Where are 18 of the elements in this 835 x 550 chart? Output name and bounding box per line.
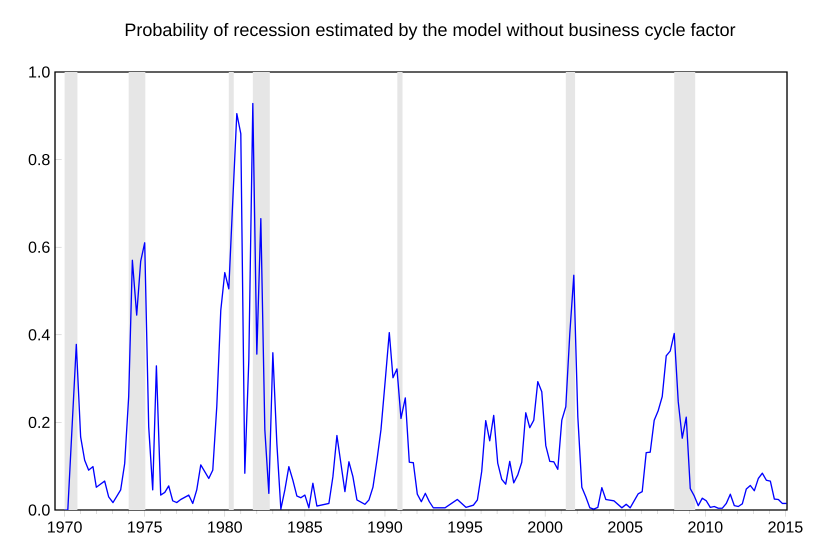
x-tick-label: 1970 [48,521,82,533]
x-tick-label: 2015 [768,521,803,533]
y-tick-label: 0.8 [28,154,50,166]
y-tick-label: 0.2 [28,416,50,428]
x-tick-label: 1975 [128,521,162,533]
x-tick-label: 1980 [208,521,242,533]
x-tick-label: 2000 [528,521,562,533]
x-tick-label: 2005 [608,521,642,533]
x-tick-label: 1995 [448,521,482,533]
y-tick-label: 0.0 [28,504,50,516]
y-tick-label: 0.4 [28,329,50,340]
chart-title: Probability of recession estimated by the model without business cycle factor [126,22,736,40]
y-tick-label: 0.6 [28,242,50,253]
line-series [64,102,788,510]
x-tick-label: 2010 [688,521,722,533]
x-tick-label: 1990 [368,521,402,533]
x-tick-label: 1985 [288,521,322,533]
y-tick-label: 1.0 [29,66,50,78]
